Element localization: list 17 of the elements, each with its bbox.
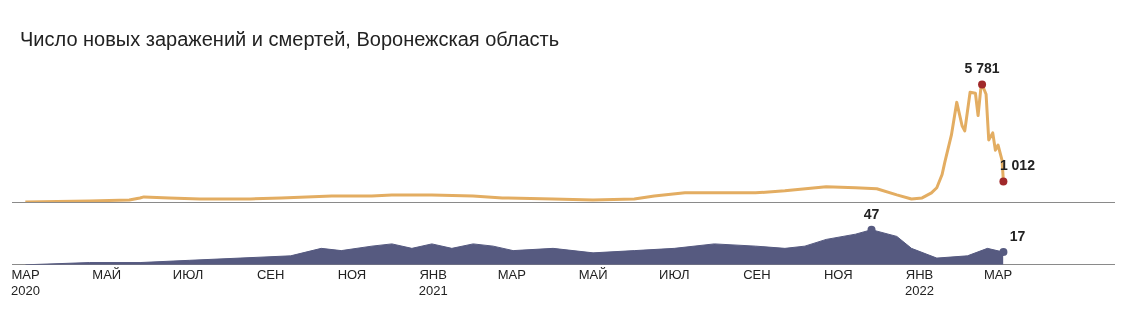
chart-title: Число новых заражений и смертей, Воронежская область <box>19 27 561 52</box>
x-tick-label: СЕН <box>743 267 771 283</box>
x-tick-label: НОЯ <box>823 267 853 283</box>
x-tick-label: СЕН <box>256 267 285 283</box>
x-tick-label: МАР <box>497 267 526 283</box>
x-tick-label: МАЙ <box>578 267 608 283</box>
data-label: 5 781 <box>964 60 1000 77</box>
data-label: 47 <box>863 205 880 222</box>
x-tick-label: ИЮЛ <box>659 267 690 283</box>
x-tick-label: МАР <box>984 267 1013 283</box>
x-tick-label: ЯНВ 2022 <box>905 267 934 298</box>
x-tick-label: МАЙ <box>92 267 122 283</box>
x-tick-label: ИЮЛ <box>172 267 204 283</box>
x-tick-label: НОЯ <box>337 267 367 283</box>
x-tick-label: МАР 2020 <box>11 267 40 298</box>
x-tick-label: ЯНВ 2021 <box>418 267 448 298</box>
data-label: 17 <box>1009 227 1026 244</box>
